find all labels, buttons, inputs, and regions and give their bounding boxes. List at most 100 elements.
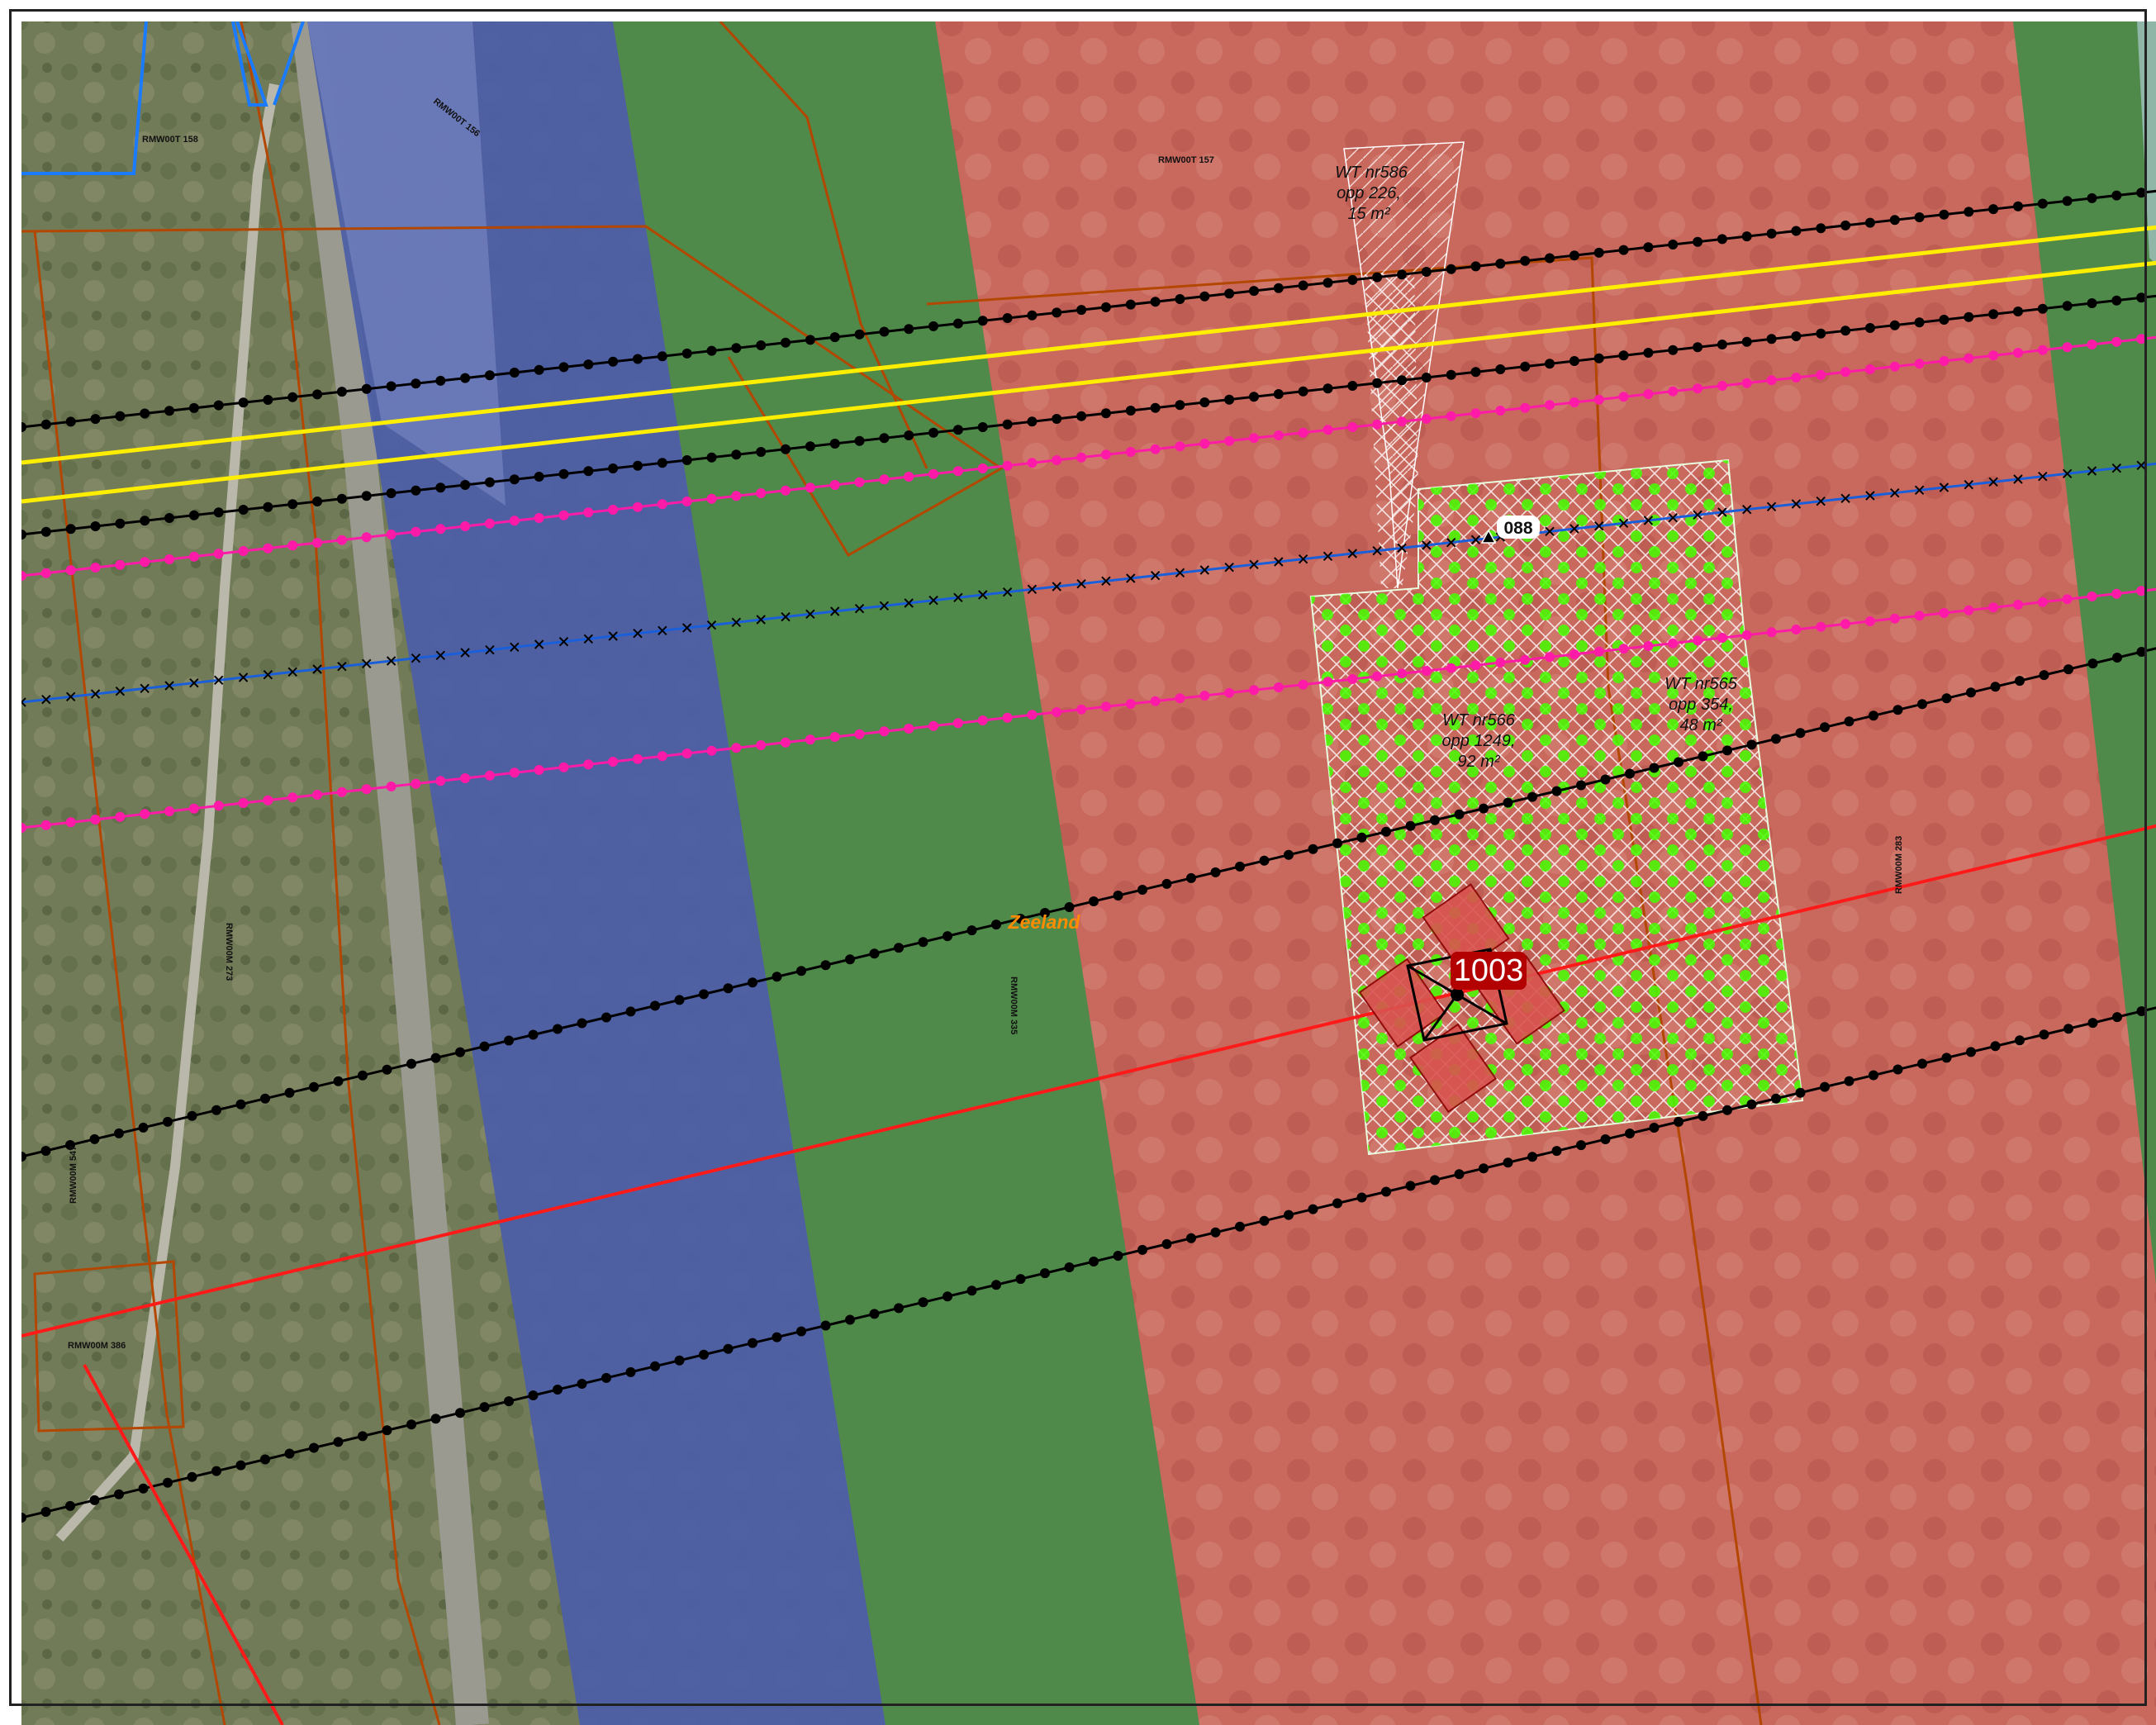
black-dotted-line-2-dot [1372,378,1383,388]
magenta-dotted-line-1-dot [1273,430,1284,440]
magenta-dotted-line-2-dot [1693,635,1703,646]
black-dotted-line-4-dot [1259,1215,1270,1226]
blue-cross-line-cross [164,681,174,691]
magenta-dotted-line-2-dot [1125,699,1136,709]
magenta-dotted-line-2-dot [657,751,667,762]
black-dotted-line-2-dot [1864,323,1875,333]
black-dotted-line-2-dot [1545,359,1555,369]
black-dotted-line-1-dot [879,326,890,337]
black-dotted-line-1-dot [2136,188,2147,198]
black-dotted-line-3-dot [260,1093,270,1104]
magenta-dotted-line-1-dot [509,516,520,526]
parcel-label: RMW00M 547 [69,1146,78,1204]
black-dotted-line-2-dot [460,480,471,490]
magenta-dotted-line-1-dot [2136,334,2147,345]
magenta-dotted-line-2-dot [1643,641,1654,651]
magenta-dotted-line-2-dot [509,767,520,778]
turbine-1003[interactable]: 1003 [1358,883,1565,1114]
blue-cross-line-cross [312,664,322,674]
black-dotted-line-4-dot [2112,1012,2122,1023]
blue-cross-line-cross [1668,512,1678,523]
black-dotted-line-1-dot [1175,294,1185,304]
black-dotted-line-4-dot [1698,1110,1708,1121]
black-dotted-line-2-dot [854,435,865,446]
black-dotted-line-2-dot [1593,353,1604,364]
black-dotted-line-2-dot [1249,392,1259,402]
black-dotted-line-2-dot [706,452,717,463]
black-dotted-line-1-dot [361,383,372,394]
magenta-dotted-line-1-dot [805,482,815,493]
black-dotted-line-3-dot [577,1018,587,1029]
black-dotted-line-1-dot [90,414,101,425]
black-dotted-line-1-dot [1569,250,1579,261]
marker-label: 088 [1503,519,1532,538]
magenta-dotted-line-2-dot [952,718,963,729]
black-dotted-line-2-dot [1495,364,1506,374]
black-dotted-line-1-dot [1323,278,1333,288]
black-dotted-line-2-dot [188,510,199,520]
magenta-dotted-line-1-dot [1964,353,1974,364]
black-dotted-line-1-dot [411,378,421,389]
blue-cross-line-cross [1865,491,1875,501]
magenta-dotted-line-2-dot [1914,611,1925,621]
black-dotted-line-1-dot [1520,255,1531,266]
black-dotted-line-1-dot [928,321,938,331]
magenta-dotted-line-2-dot [1495,658,1506,668]
black-dotted-line-1-dot [1618,245,1629,255]
marker-label-bg [1497,516,1540,539]
black-dotted-line-3-dot [1356,832,1367,843]
black-dotted-line-2-dot [1100,408,1111,419]
magenta-dotted-line-1-dot [263,543,273,554]
black-dotted-line-3-dot [1674,757,1683,767]
black-dotted-line-3-dot [1259,855,1270,866]
black-dotted-line-3-dot [21,1152,26,1162]
yellow-line-1 [21,225,2156,465]
black-dotted-line-2-dot [213,507,224,518]
black-dotted-line-1-dot [781,337,791,348]
black-dotted-line-4-dot [284,1448,295,1459]
magenta-dotted-line-1-dot [40,568,51,578]
magenta-dotted-line-1-dot [829,480,840,490]
parcel-label: RMW00M 335 [1009,977,1019,1034]
blue-cross-line-cross [510,642,520,653]
magenta-dotted-line-2-dot [2136,586,2147,596]
black-dotted-line-1-dot [657,351,667,362]
black-dotted-line-4-dot [1479,1163,1489,1174]
magenta-dotted-line-1-dot [1988,350,1999,361]
magenta-dotted-line-1 [21,335,2156,577]
blue-cross-line-cross [1027,584,1038,595]
parcel-label: RMW00M 386 [68,1341,126,1351]
black-dotted-line-3-dot [1649,763,1660,773]
black-dotted-line-2-dot [312,497,323,506]
black-dotted-line-4-dot [1137,1244,1147,1255]
black-dotted-line-4-dot [1674,1116,1683,1127]
black-dotted-line-3-dot [1210,867,1221,877]
black-dotted-line-3-dot [1600,774,1611,785]
magenta-dotted-line-2-dot [2037,596,2048,607]
map-canvas[interactable]: 1003 088 Zeeland RMW00T 158 RMW00T 156 R… [10,10,2156,1725]
turbine-center-icon [1451,988,1464,1001]
magenta-dotted-line-1-dot [1150,444,1161,454]
magenta-dotted-line-2-dot [608,757,619,767]
black-dotted-line-4-dot [430,1414,441,1424]
blue-cross-line-cross [2062,468,2073,479]
black-dotted-line-4-dot [1430,1175,1440,1186]
blue-cross-line-cross [953,592,963,603]
red-line [21,824,2156,1338]
black-dotted-line-3-dot [284,1087,295,1098]
magenta-dotted-line-1-dot [1199,439,1210,449]
black-dotted-line-3-dot [991,920,1001,930]
black-dotted-line-2-dot [1693,342,1703,353]
magenta-dotted-line-1-dot [1593,394,1604,405]
blue-cross-line-cross [65,691,76,702]
black-dotted-line-3-dot [820,960,831,971]
blue-cross-line-cross [1890,487,1900,498]
magenta-dotted-line-1-dot [411,526,421,537]
blue-cross-line-cross [706,620,717,630]
magenta-dotted-line-2-dot [1446,663,1456,673]
black-dotted-line-1-dot [1347,274,1358,285]
marker-088[interactable]: 088 [1480,516,1540,544]
blue-cross-line-cross [1076,578,1086,589]
black-dotted-line-3-dot [1332,838,1342,848]
